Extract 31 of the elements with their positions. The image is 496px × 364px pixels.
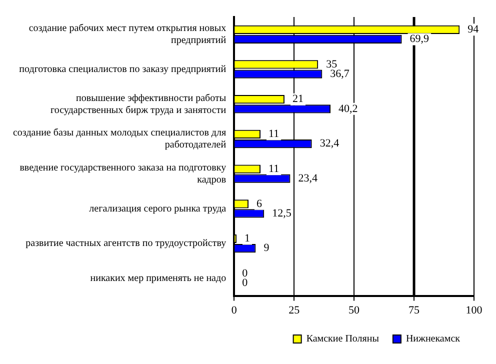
legend-label: Камские Поляны [306, 334, 380, 345]
data-label: 35 [326, 58, 338, 70]
legend-label: Нижнекамск [406, 334, 460, 345]
x-tick-label: 50 [348, 304, 360, 316]
y-tick-label: легализация серого рынка труда [89, 203, 227, 214]
data-label: 36,7 [330, 68, 350, 80]
data-label: 21 [292, 93, 304, 106]
data-label: 69,9 [410, 33, 430, 46]
data-label: 9 [264, 242, 270, 254]
data-label: 11 [268, 162, 280, 175]
y-tick-label: повышение эффективности работы государственных бирж труда и занятости [50, 92, 227, 116]
y-tick-label: создание базы данных молодых специалистов для работодателей [12, 128, 227, 151]
x-tick-label: 25 [288, 304, 300, 316]
x-tick-label: 75 [408, 304, 420, 316]
y-tick-label: развитие частных агентств по трудоустройству [26, 238, 226, 250]
data-label: 40,2 [338, 102, 358, 115]
data-label: 6 [256, 198, 262, 210]
data-label: 94 [468, 24, 480, 36]
data-label: 0 [242, 267, 248, 280]
y-tick-label: создание рабочих мест путем открытия новых предприятий [28, 23, 227, 46]
y-tick-label: подготовка специалистов по заказу предприятий [19, 64, 227, 75]
data-label: 1 [244, 232, 250, 245]
x-tick-label: 100 [466, 304, 483, 316]
y-tick-label: введение государственного заказа на подготовку кадров [20, 162, 226, 186]
data-label: 11 [268, 128, 280, 140]
data-label: 0 [242, 277, 248, 290]
data-label: 32,4 [320, 138, 340, 150]
data-label: 23,4 [298, 172, 318, 185]
y-tick-label: никаких мер применять не надо [90, 273, 226, 284]
data-label: 12,5 [272, 207, 292, 220]
x-tick-label: 0 [231, 304, 238, 316]
